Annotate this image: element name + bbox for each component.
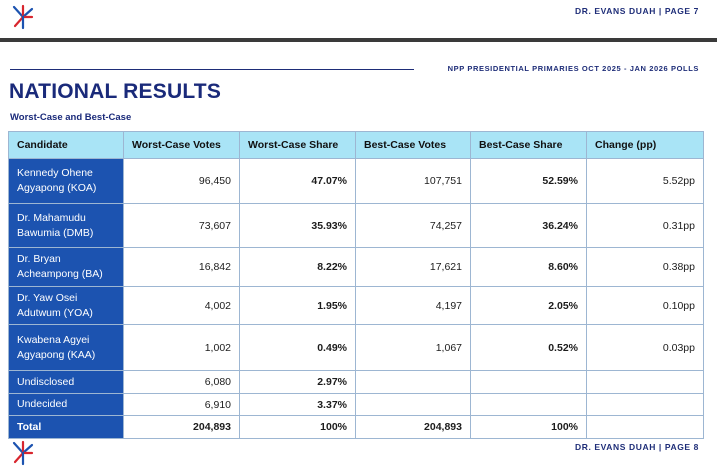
- best-case-share-cell: 100%: [470, 415, 587, 439]
- table-header-row: Candidate Worst-Case Votes Worst-Case Sh…: [8, 131, 704, 159]
- table-row: Kwabena Agyei Agyapong (KAA) 1,002 0.49%…: [8, 324, 704, 371]
- table-row: Undecided 6,910 3.37%: [8, 393, 704, 416]
- worst-case-votes-cell: 73,607: [123, 203, 240, 248]
- candidate-cell: Dr. Bryan Acheampong (BA): [8, 247, 124, 287]
- header-rule: [10, 69, 414, 70]
- best-case-votes-cell: 17,621: [355, 247, 471, 287]
- change-cell: 5.52pp: [586, 158, 704, 204]
- column-header-worst-case-share: Worst-Case Share: [239, 131, 356, 159]
- table-row: Dr. Yaw Osei Adutwum (YOA) 4,002 1.95% 4…: [8, 286, 704, 325]
- worst-case-share-cell: 2.97%: [239, 370, 356, 394]
- change-cell: [586, 393, 704, 416]
- change-cell: 0.31pp: [586, 203, 704, 248]
- column-header-best-case-votes: Best-Case Votes: [355, 131, 471, 159]
- best-case-share-cell: [470, 393, 587, 416]
- column-header-worst-case-votes: Worst-Case Votes: [123, 131, 240, 159]
- page-divider: [0, 38, 717, 42]
- page-subtitle: Worst-Case and Best-Case: [10, 112, 132, 123]
- best-case-votes-cell: 1,067: [355, 324, 471, 371]
- worst-case-share-cell: 3.37%: [239, 393, 356, 416]
- worst-case-votes-cell: 6,080: [123, 370, 240, 394]
- candidate-cell: Total: [8, 415, 124, 439]
- best-case-votes-cell: 4,197: [355, 286, 471, 325]
- best-case-votes-cell: [355, 370, 471, 394]
- best-case-votes-cell: 107,751: [355, 158, 471, 204]
- worst-case-votes-cell: 4,002: [123, 286, 240, 325]
- candidate-cell: Dr. Yaw Osei Adutwum (YOA): [8, 286, 124, 325]
- table-row: Dr. Bryan Acheampong (BA) 16,842 8.22% 1…: [8, 247, 704, 287]
- candidate-cell: Undecided: [8, 393, 124, 416]
- page-title: NATIONAL RESULTS: [9, 80, 222, 103]
- change-cell: [586, 415, 704, 439]
- worst-case-votes-cell: 16,842: [123, 247, 240, 287]
- worst-case-share-cell: 8.22%: [239, 247, 356, 287]
- table-total-row: Total 204,893 100% 204,893 100%: [8, 415, 704, 439]
- best-case-share-cell: [470, 370, 587, 394]
- column-header-best-case-share: Best-Case Share: [470, 131, 587, 159]
- change-cell: 0.38pp: [586, 247, 704, 287]
- column-header-candidate: Candidate: [8, 131, 124, 159]
- column-header-change: Change (pp): [586, 131, 704, 159]
- best-case-share-cell: 36.24%: [470, 203, 587, 248]
- worst-case-votes-cell: 6,910: [123, 393, 240, 416]
- best-case-share-cell: 2.05%: [470, 286, 587, 325]
- previous-page-strip: DR. EVANS DUAH | PAGE 7: [0, 0, 717, 42]
- candidate-cell: Dr. Mahamudu Bawumia (DMB): [8, 203, 124, 248]
- brand-logo-icon: [12, 4, 34, 30]
- worst-case-share-cell: 35.93%: [239, 203, 356, 248]
- worst-case-share-cell: 47.07%: [239, 158, 356, 204]
- candidate-cell: Undisclosed: [8, 370, 124, 394]
- best-case-share-cell: 52.59%: [470, 158, 587, 204]
- table-row: Dr. Mahamudu Bawumia (DMB) 73,607 35.93%…: [8, 203, 704, 248]
- results-table: Candidate Worst-Case Votes Worst-Case Sh…: [8, 131, 704, 439]
- page-footer: DR. EVANS DUAH | PAGE 8: [574, 442, 699, 452]
- change-cell: 0.10pp: [586, 286, 704, 325]
- worst-case-votes-cell: 96,450: [123, 158, 240, 204]
- best-case-votes-cell: [355, 393, 471, 416]
- change-cell: 0.03pp: [586, 324, 704, 371]
- previous-page-footer: DR. EVANS DUAH | PAGE 7: [574, 6, 699, 16]
- worst-case-share-cell: 0.49%: [239, 324, 356, 371]
- best-case-votes-cell: 204,893: [355, 415, 471, 439]
- header-caption: NPP PRESIDENTIAL PRIMARIES OCT 2025 - JA…: [447, 64, 699, 73]
- change-cell: [586, 370, 704, 394]
- candidate-cell: Kennedy Ohene Agyapong (KOA): [8, 158, 124, 204]
- best-case-share-cell: 0.52%: [470, 324, 587, 371]
- brand-logo-icon: [12, 440, 34, 466]
- worst-case-votes-cell: 1,002: [123, 324, 240, 371]
- worst-case-votes-cell: 204,893: [123, 415, 240, 439]
- worst-case-share-cell: 100%: [239, 415, 356, 439]
- best-case-votes-cell: 74,257: [355, 203, 471, 248]
- candidate-cell: Kwabena Agyei Agyapong (KAA): [8, 324, 124, 371]
- table-row: Kennedy Ohene Agyapong (KOA) 96,450 47.0…: [8, 158, 704, 204]
- table-row: Undisclosed 6,080 2.97%: [8, 370, 704, 394]
- best-case-share-cell: 8.60%: [470, 247, 587, 287]
- worst-case-share-cell: 1.95%: [239, 286, 356, 325]
- page: NPP PRESIDENTIAL PRIMARIES OCT 2025 - JA…: [0, 42, 717, 471]
